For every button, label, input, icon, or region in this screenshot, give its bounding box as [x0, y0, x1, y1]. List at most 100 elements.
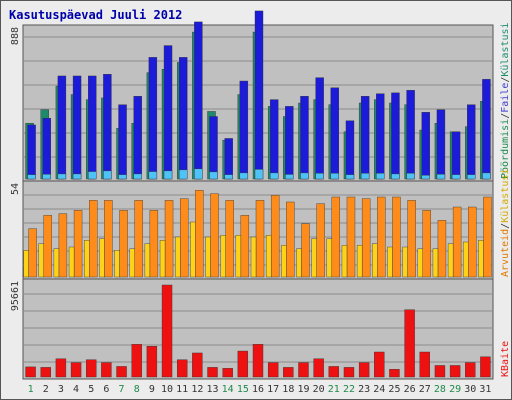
bar-mid-0	[195, 190, 204, 278]
series-mid-0	[28, 190, 492, 278]
series-top-2	[27, 168, 491, 180]
bar-mid-0	[316, 203, 325, 278]
bar-top-2	[254, 169, 264, 180]
bar-top-2	[360, 173, 370, 180]
bar-mid-1	[265, 235, 272, 278]
x-tick-label: 31	[479, 384, 491, 395]
x-tick-label: 28	[434, 384, 446, 395]
x-tick-label: 11	[176, 384, 188, 395]
x-tick-label: 9	[149, 384, 155, 395]
bar-mid-0	[73, 210, 83, 278]
x-tick-label: 21	[328, 384, 340, 395]
plot-panels: 888Pöördumisi/Faile/Külastusi54Arvuteid/…	[10, 10, 511, 380]
bar-mid-0	[255, 200, 265, 278]
bar-top-2	[421, 175, 430, 180]
bar-bot-0	[313, 358, 324, 378]
bar-top-1	[148, 57, 158, 180]
bar-mid-0	[28, 228, 37, 278]
bar-mid-0	[407, 200, 416, 278]
bar-top-2	[406, 173, 415, 180]
bar-top-1	[239, 80, 249, 180]
bar-top-1	[57, 75, 67, 180]
bar-top-1	[27, 124, 36, 180]
bar-top-2	[482, 172, 491, 180]
bar-mid-0	[361, 198, 371, 278]
bar-mid-1	[250, 236, 257, 278]
x-tick-label: 25	[388, 384, 400, 395]
bar-mid-1	[114, 250, 120, 278]
bar-mid-0	[119, 210, 128, 278]
x-tick-label: 3	[58, 384, 64, 395]
bar-bot-0	[298, 362, 309, 378]
x-tick-label: 30	[464, 384, 476, 395]
bar-top-1	[436, 109, 446, 180]
bar-top-2	[133, 173, 142, 180]
bar-mid-1	[402, 246, 408, 278]
bar-top-1	[376, 93, 385, 180]
bar-bot-0	[267, 362, 279, 378]
x-tick-label: 29	[449, 384, 461, 395]
bar-mid-0	[377, 196, 386, 278]
bar-mid-0	[437, 220, 447, 278]
panel-bot: 95661 KBaite	[10, 278, 511, 380]
x-tick-label: 6	[103, 384, 109, 395]
bar-top-2	[330, 173, 340, 180]
bar-top-1	[300, 96, 309, 180]
legend-top: Pöördumisi/Faile/Külastusi	[500, 22, 511, 179]
series-bot-0	[25, 284, 491, 378]
bar-bot-0	[222, 368, 233, 378]
x-tick-label: 7	[119, 384, 125, 395]
bar-bot-0	[131, 344, 142, 378]
bar-mid-1	[38, 243, 44, 278]
x-tick-label: 24	[373, 384, 385, 395]
legend-top-item: Faile	[500, 83, 511, 113]
bar-mid-1	[281, 245, 287, 278]
bar-mid-0	[392, 196, 401, 278]
bar-top-1	[451, 131, 461, 180]
bar-top-1	[103, 74, 112, 180]
bar-top-1	[269, 99, 279, 180]
bar-bot-0	[283, 367, 294, 378]
bar-bot-0	[419, 351, 430, 378]
bar-bot-0	[389, 369, 400, 378]
bar-mid-1	[311, 238, 317, 278]
legend-top-item: /	[500, 113, 511, 119]
bar-top-1	[72, 75, 82, 180]
bar-bot-0	[449, 365, 461, 378]
bar-mid-1	[341, 245, 348, 278]
bar-top-2	[224, 174, 233, 180]
chart-title: Kasutuspäevad Juuli 2012	[9, 8, 182, 22]
x-tick-label: 16	[252, 384, 264, 395]
bar-mid-0	[43, 215, 52, 278]
bar-bot-0	[70, 362, 82, 378]
bar-mid-1	[190, 221, 196, 278]
bar-mid-0	[286, 201, 295, 278]
panel-mid: 54 Arvuteid/Külastusi	[10, 169, 511, 280]
bar-mid-0	[468, 206, 477, 278]
bar-mid-1	[326, 238, 333, 278]
bar-bot-0	[55, 358, 67, 378]
bar-top-2	[88, 171, 97, 180]
bar-bot-0	[146, 346, 158, 378]
bar-mid-0	[483, 196, 492, 278]
bar-top-2	[148, 171, 158, 180]
bar-bot-0	[480, 356, 491, 378]
bar-mid-1	[387, 246, 393, 278]
bar-mid-0	[58, 213, 68, 278]
bar-top-2	[345, 174, 355, 180]
x-tick-label: 13	[206, 384, 218, 395]
bar-mid-0	[225, 200, 234, 278]
bar-top-2	[118, 174, 127, 180]
bar-mid-0	[331, 196, 341, 278]
legend-top-item: Külastusi	[500, 22, 511, 76]
bar-mid-0	[179, 198, 189, 278]
bar-top-1	[360, 96, 370, 180]
bar-bot-0	[101, 362, 112, 378]
bar-mid-1	[23, 250, 29, 278]
bar-mid-0	[422, 210, 431, 278]
bar-bot-0	[465, 362, 476, 378]
bar-mid-0	[346, 196, 356, 278]
